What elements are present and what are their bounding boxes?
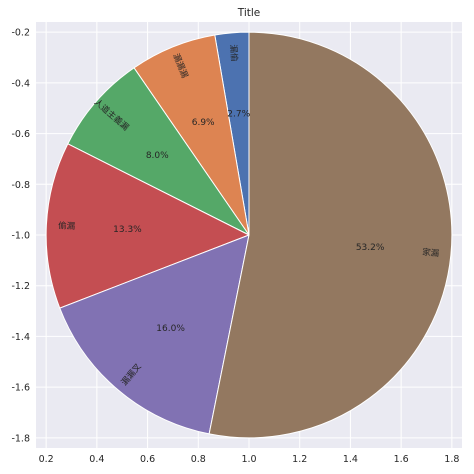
pie-slice	[208, 31, 453, 439]
x-tick-label: 1.0	[241, 454, 256, 465]
slice-label: 漏偷	[227, 44, 239, 62]
y-tick-label: -0.8	[11, 180, 30, 191]
x-tick-label: 0.4	[89, 454, 104, 465]
x-tick-label: 0.6	[140, 454, 155, 465]
slice-percent-label: 8.0%	[146, 151, 169, 161]
x-tick-label: 0.8	[191, 454, 206, 465]
slice-percent-label: 16.0%	[156, 324, 185, 334]
pie-slice	[59, 234, 250, 435]
slice-percent-label: 6.9%	[192, 118, 215, 128]
x-tick-label: 1.4	[343, 454, 358, 465]
y-tick-label: -0.2	[11, 28, 30, 39]
y-tick-labels: -0.2 -0.4 -0.6 -0.8 -1.0 -1.2 -1.4 -1.6 -1.8	[11, 28, 30, 445]
pie-slice	[45, 143, 251, 309]
y-tick-label: -1.2	[11, 281, 30, 292]
x-tick-label: 1.8	[444, 454, 459, 465]
slice-label: 偷漏	[58, 220, 76, 232]
x-tick-label: 1.6	[394, 454, 409, 465]
slice-percent-label: 2.7%	[227, 110, 250, 120]
percent-labels: 2.7% 6.9% 8.0% 13.3% 16.0% 53.2%	[113, 110, 385, 334]
slice-label: 家漏	[422, 247, 441, 260]
pie-slices	[45, 31, 453, 439]
y-tick-label: -1.4	[11, 332, 30, 343]
x-tick-labels: 0.2 0.4 0.6 0.8 1.0 1.2 1.4 1.6 1.8	[39, 454, 460, 465]
y-tick-label: -1.0	[11, 231, 30, 242]
pie-slice	[67, 67, 250, 236]
y-tick-label: -0.4	[11, 78, 30, 89]
chart-title: Title	[237, 7, 261, 19]
y-tick-label: -0.6	[11, 129, 30, 140]
x-tick-label: 0.2	[39, 454, 54, 465]
x-tick-label: 1.2	[292, 454, 307, 465]
y-tick-label: -1.6	[11, 383, 30, 394]
y-tick-label: -1.8	[11, 433, 30, 444]
slice-percent-label: 13.3%	[113, 225, 142, 235]
slice-percent-label: 53.2%	[356, 243, 385, 253]
